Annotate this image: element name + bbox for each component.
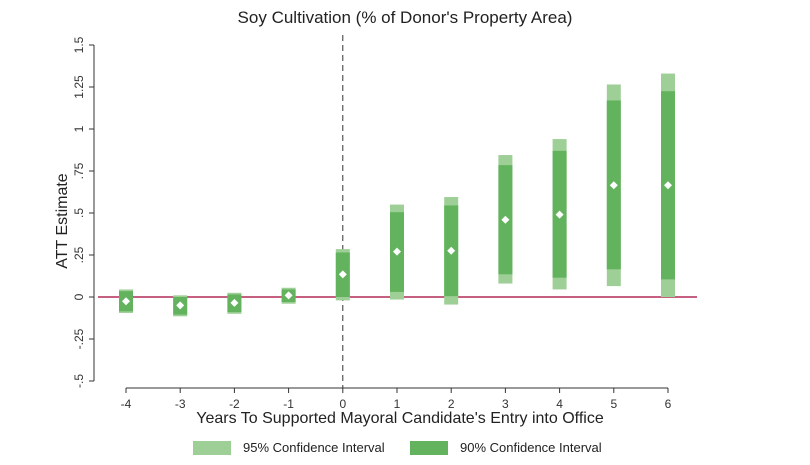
x-tick-label: -1 bbox=[283, 397, 294, 411]
estimate-point bbox=[555, 210, 564, 219]
x-tick-label: 6 bbox=[665, 397, 672, 411]
y-tick-label: 1.5 bbox=[72, 36, 86, 53]
estimate-point bbox=[447, 246, 456, 255]
x-tick-label: 2 bbox=[448, 397, 455, 411]
legend-label-95: 95% Confidence Interval bbox=[243, 440, 385, 455]
y-axis: -.5 -.25 0 .25 .5 .75 1 1.25 1.5 bbox=[72, 36, 95, 388]
x-tick-label: -4 bbox=[121, 397, 132, 411]
x-tick-label: -2 bbox=[229, 397, 240, 411]
estimate-point bbox=[176, 301, 185, 310]
x-tick-label: 4 bbox=[556, 397, 563, 411]
y-tick-label: .75 bbox=[72, 162, 86, 179]
estimate-point bbox=[501, 215, 510, 224]
estimate-point bbox=[230, 298, 239, 307]
legend-item-95: 95% Confidence Interval bbox=[193, 440, 385, 455]
ci90-bars bbox=[119, 91, 675, 315]
x-axis: -4 -3 -2 -1 0 1 2 3 4 5 6 bbox=[121, 387, 672, 411]
y-tick-label: -.25 bbox=[72, 328, 86, 349]
y-tick-label: 1 bbox=[72, 125, 86, 132]
x-tick-label: 3 bbox=[502, 397, 509, 411]
legend-swatch-90 bbox=[410, 440, 448, 455]
legend-label-90: 90% Confidence Interval bbox=[460, 440, 602, 455]
estimate-point bbox=[664, 181, 672, 190]
x-tick-label: 1 bbox=[394, 397, 401, 411]
y-tick-label: .5 bbox=[72, 208, 86, 218]
x-tick-label: 5 bbox=[610, 397, 617, 411]
x-axis-label: Years To Supported Mayoral Candidate's E… bbox=[196, 410, 604, 427]
estimate-point bbox=[284, 291, 293, 300]
estimate-point bbox=[122, 297, 130, 306]
legend: 95% Confidence Interval 90% Confidence I… bbox=[0, 440, 810, 460]
estimate-points bbox=[122, 181, 672, 310]
estimate-point bbox=[393, 247, 401, 256]
legend-swatch-95 bbox=[193, 440, 231, 455]
x-tick-label: -3 bbox=[175, 397, 186, 411]
x-tick-label: 0 bbox=[339, 397, 346, 411]
y-tick-label: -.5 bbox=[72, 374, 86, 388]
estimate-point bbox=[338, 270, 347, 279]
estimate-point bbox=[609, 181, 618, 190]
y-axis-label: ATT Estimate bbox=[54, 173, 71, 269]
chart-title: Soy Cultivation (% of Donor's Property A… bbox=[237, 8, 573, 27]
y-tick-label: .25 bbox=[72, 246, 86, 263]
y-tick-label: 1.25 bbox=[72, 75, 86, 99]
y-tick-label: 0 bbox=[72, 293, 86, 300]
legend-item-90: 90% Confidence Interval bbox=[410, 440, 602, 455]
